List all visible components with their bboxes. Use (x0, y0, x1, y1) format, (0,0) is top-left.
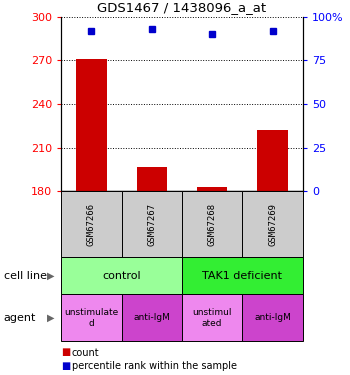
Bar (182, 294, 242, 341)
Text: anti-IgM: anti-IgM (133, 314, 170, 322)
Bar (137, 166, 167, 191)
Text: percentile rank within the sample: percentile rank within the sample (72, 361, 237, 370)
Text: cell line: cell line (4, 271, 47, 280)
Text: anti-IgM: anti-IgM (254, 314, 291, 322)
Text: ■: ■ (61, 348, 70, 357)
Text: unstimul
ated: unstimul ated (193, 308, 232, 327)
Text: ▶: ▶ (47, 313, 55, 323)
Bar (76, 59, 106, 191)
Text: control: control (102, 271, 141, 280)
Text: GSM67266: GSM67266 (87, 202, 96, 246)
Bar (182, 191, 242, 257)
Text: count: count (72, 348, 99, 357)
Bar (61, 294, 122, 341)
Text: ▶: ▶ (47, 271, 55, 280)
Bar (122, 294, 182, 341)
Text: GSM67267: GSM67267 (147, 202, 156, 246)
Text: GSM67269: GSM67269 (268, 202, 277, 246)
Bar (258, 130, 288, 191)
Bar (122, 191, 182, 257)
Bar (61, 257, 182, 294)
Bar (197, 187, 227, 191)
Text: agent: agent (4, 313, 36, 323)
Bar (242, 191, 303, 257)
Title: GDS1467 / 1438096_a_at: GDS1467 / 1438096_a_at (97, 2, 267, 14)
Text: GSM67268: GSM67268 (208, 202, 217, 246)
Text: TAK1 deficient: TAK1 deficient (202, 271, 282, 280)
Text: ■: ■ (61, 361, 70, 370)
Bar (61, 191, 122, 257)
Text: unstimulate
d: unstimulate d (64, 308, 119, 327)
Bar (242, 294, 303, 341)
Bar (182, 257, 303, 294)
